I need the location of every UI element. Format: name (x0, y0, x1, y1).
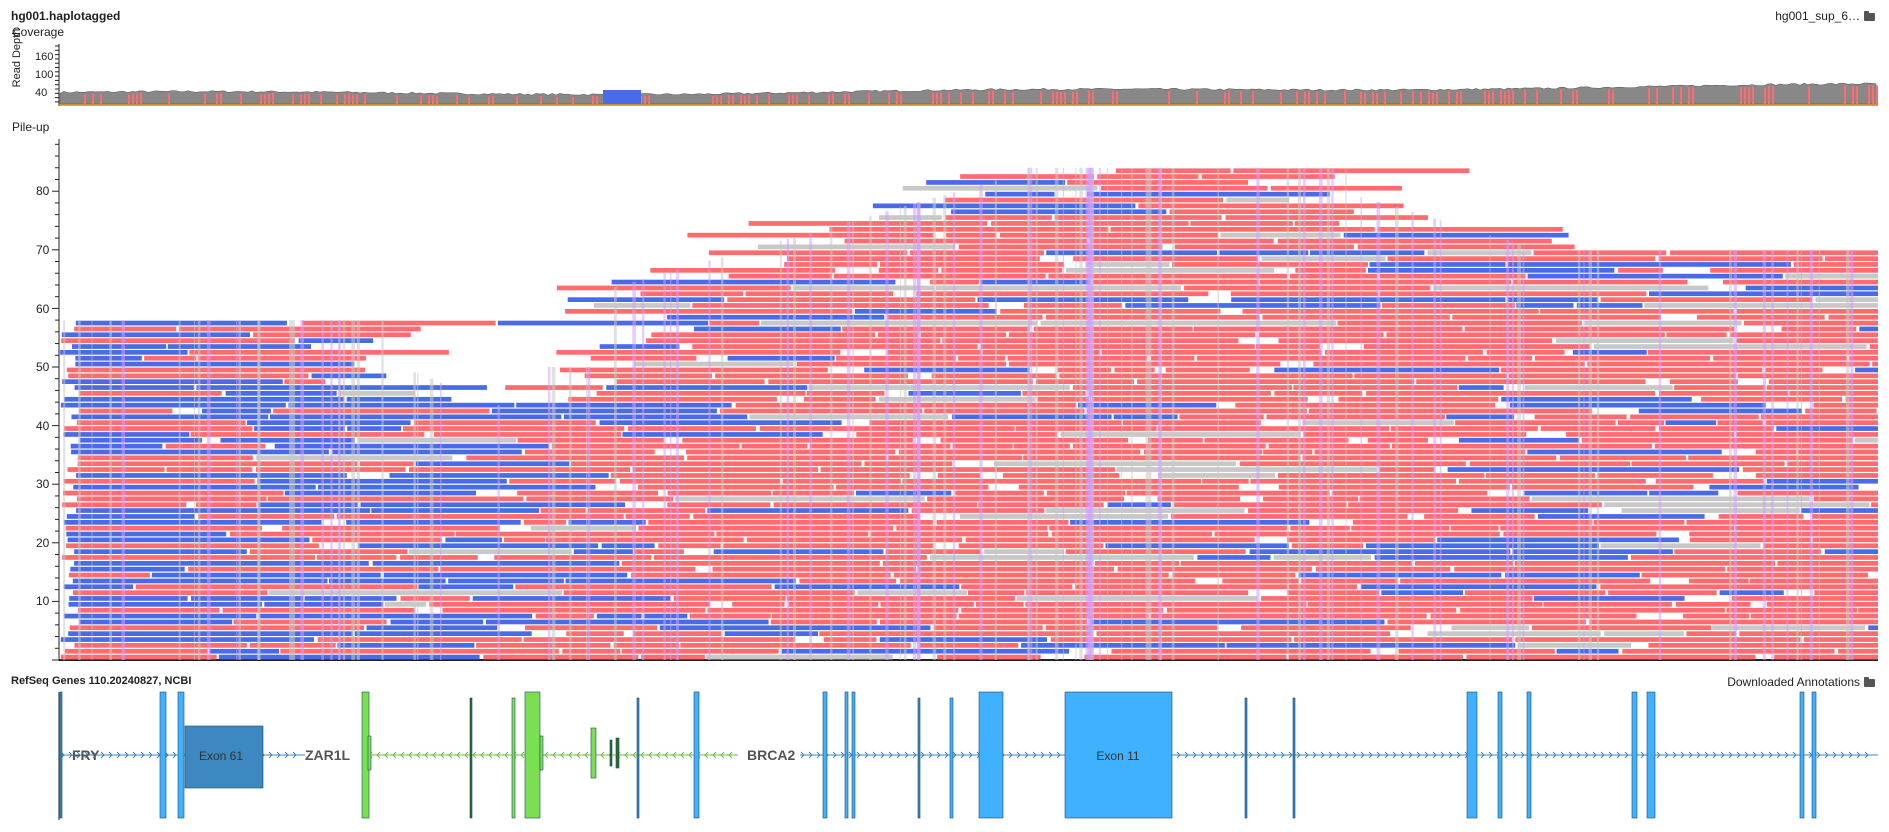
gene-label-brca2[interactable]: BRCA2 (747, 747, 795, 763)
coverage-label: Coverage (12, 25, 65, 39)
exon-block[interactable] (1064, 691, 1173, 819)
exon-block[interactable] (636, 697, 640, 819)
exon-block[interactable] (184, 725, 264, 789)
pileup-tick-30: 30 (36, 477, 50, 491)
alignment-source[interactable]: hg001_sup_6… (1775, 9, 1875, 23)
exon-label-11: Exon 11 (1096, 749, 1139, 763)
pileup-plot[interactable] (0, 135, 1889, 661)
annotation-source[interactable]: Downloaded Annotations (1727, 675, 1875, 689)
folder-icon[interactable] (1864, 10, 1875, 21)
coverage-tick-100: 100 (35, 69, 54, 81)
exon-block[interactable] (978, 691, 1004, 819)
exon-block[interactable] (524, 691, 541, 819)
exon-block[interactable] (1244, 697, 1248, 819)
coverage-tick-160: 160 (35, 51, 54, 63)
annotation-source-label: Downloaded Annotations (1727, 675, 1860, 689)
exon-block[interactable] (822, 691, 828, 819)
alignment-track-title[interactable]: hg001.haplotagged (11, 9, 121, 23)
exon-block[interactable] (1497, 691, 1503, 819)
alignment-source-label: hg001_sup_6… (1775, 9, 1860, 23)
exon-block[interactable] (159, 691, 167, 819)
gene-label-zar1l[interactable]: ZAR1L (305, 747, 351, 763)
exon-block[interactable] (609, 739, 613, 767)
pileup-tick-70: 70 (36, 243, 50, 257)
exon-block[interactable] (590, 727, 597, 779)
pileup-tick-80: 80 (36, 184, 50, 198)
exon-block[interactable] (1811, 691, 1817, 819)
coverage-plot[interactable] (0, 40, 1889, 106)
annotation-track-title[interactable]: RefSeq Genes 110.20240827, NCBI (11, 675, 192, 687)
exon-block[interactable] (539, 735, 544, 771)
exon-block[interactable] (851, 691, 856, 819)
gene-label-fry[interactable]: FRY (72, 747, 100, 763)
pileup-tick-60: 60 (36, 302, 50, 316)
exon-block[interactable] (615, 737, 620, 769)
exon-block[interactable] (59, 691, 63, 819)
exon-block[interactable] (1799, 691, 1805, 819)
pileup-label: Pile-up (12, 120, 50, 134)
pileup-tick-20: 20 (36, 536, 50, 550)
pileup-tick-10: 10 (36, 594, 50, 608)
exon-label-61: Exon 61 (199, 749, 243, 763)
exon-block[interactable] (1646, 691, 1656, 819)
coverage-blue-segment (603, 90, 641, 104)
exon-block[interactable] (367, 735, 372, 771)
exon-block[interactable] (1466, 691, 1478, 819)
exon-block[interactable] (949, 697, 954, 819)
exon-block[interactable] (511, 697, 516, 819)
folder-icon[interactable] (1864, 676, 1875, 687)
exon-block[interactable] (1526, 691, 1532, 819)
pileup-tick-50: 50 (36, 360, 50, 374)
exon-block[interactable] (177, 691, 185, 819)
exon-block[interactable] (693, 691, 700, 819)
exon-block[interactable] (469, 697, 473, 819)
exon-block[interactable] (1631, 691, 1638, 819)
exon-block[interactable] (1292, 697, 1296, 819)
exon-block[interactable] (844, 691, 849, 819)
coverage-tick-40: 40 (35, 87, 48, 99)
pileup-tick-40: 40 (36, 419, 50, 433)
exon-block[interactable] (917, 697, 921, 819)
gene-annotation-track[interactable]: FRY ZAR1L BRCA2 Exon 61 Exon 11 (0, 688, 1889, 832)
